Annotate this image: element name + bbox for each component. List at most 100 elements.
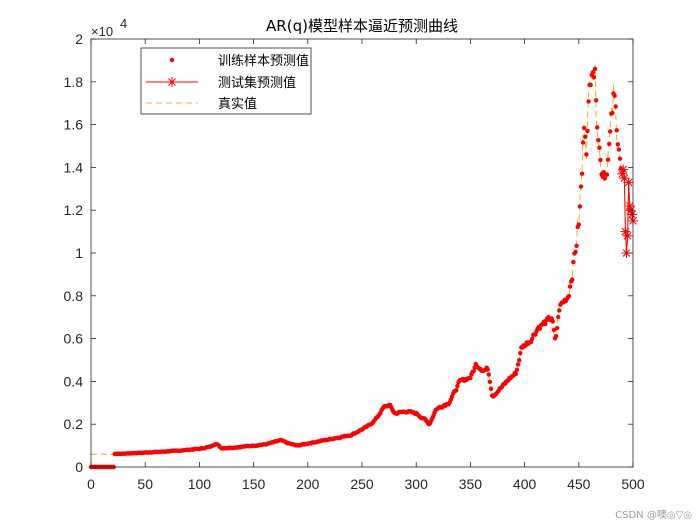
train-point [615, 142, 620, 147]
train-point [517, 358, 522, 363]
train-point [574, 243, 579, 248]
x-tick-label: 400 [513, 476, 537, 492]
train-point [455, 383, 460, 389]
train-point [567, 284, 573, 289]
train-point [597, 145, 602, 150]
train-point [610, 110, 615, 116]
train-point [607, 141, 612, 147]
train-point [550, 319, 555, 324]
train-point [513, 371, 519, 377]
legend-actual-label: 真实值 [218, 96, 257, 112]
train-point [570, 277, 575, 282]
x-tick-label: 350 [459, 476, 483, 492]
y-tick-label: 2 [75, 31, 83, 47]
y-exponent-label: ×10 4 [91, 16, 127, 39]
train-point [573, 249, 578, 255]
x-axis: 0 50 100 150 200 250 300 350 400 450 500 [87, 39, 645, 492]
train-point [514, 367, 520, 372]
train-point [613, 104, 618, 109]
series-test-markers [617, 164, 638, 258]
y-tick-label: 1.2 [64, 202, 84, 218]
train-point [584, 152, 589, 157]
train-point [602, 176, 607, 181]
test-point [621, 248, 632, 258]
train-point [485, 367, 490, 372]
train-point [543, 321, 548, 327]
test-point [626, 209, 637, 220]
y-tick-label: 0.2 [64, 416, 84, 432]
train-point [488, 386, 494, 391]
train-point [576, 222, 581, 227]
train-point [593, 98, 599, 103]
y-tick-label: 0.8 [64, 288, 84, 304]
x-tick-label: 500 [621, 476, 645, 492]
legend: 训练样本预测值 测试集预测值 真实值 [140, 47, 312, 115]
watermark: CSDN @噢◎▽◎ [615, 510, 692, 521]
train-point [486, 372, 491, 377]
x-tick-label: 100 [188, 476, 212, 492]
train-point [471, 369, 476, 374]
train-point [612, 93, 617, 98]
train-point [583, 134, 588, 139]
legend-test-label: 测试集预测值 [218, 75, 296, 91]
train-point [585, 128, 590, 134]
train-point [556, 314, 561, 320]
train-point [598, 157, 603, 163]
train-point [605, 157, 611, 162]
train-point [579, 171, 585, 176]
train-point [528, 339, 534, 345]
train-point [588, 82, 593, 88]
y-tick-label: 1.8 [64, 74, 84, 90]
y-axis: 0 0.2 0.4 0.6 0.8 1 1.2 1.4 1.6 1.8 2 [64, 31, 633, 475]
train-point [604, 172, 610, 177]
train-point [578, 184, 584, 189]
train-point [551, 327, 557, 333]
y-tick-label: 1.6 [64, 117, 84, 133]
legend-train-label: 训练样本预测值 [218, 53, 309, 69]
train-point [530, 336, 535, 341]
train-point [553, 334, 559, 339]
train-point [537, 326, 542, 331]
x-tick-label: 50 [137, 476, 153, 492]
train-point [591, 75, 597, 80]
test-point [618, 164, 629, 175]
train-point [557, 308, 562, 313]
train-point [616, 147, 622, 152]
test-point [622, 230, 633, 241]
train-point [614, 128, 619, 133]
train-point [571, 259, 576, 265]
legend-train-marker [169, 57, 175, 63]
x-tick-label: 300 [405, 476, 429, 492]
train-point [586, 99, 591, 104]
x-tick-label: 150 [242, 476, 266, 492]
y-tick-label: 0.6 [64, 331, 84, 347]
train-point [580, 140, 586, 145]
x-tick-label: 250 [350, 476, 374, 492]
train-point [595, 125, 600, 130]
x-tick-label: 200 [296, 476, 320, 492]
x-tick-label: 0 [87, 476, 95, 492]
train-point [487, 379, 493, 384]
train-point [582, 125, 587, 131]
legend-test-marker [167, 77, 177, 87]
x-tick-label: 450 [567, 476, 591, 492]
exponent-power: 4 [120, 16, 127, 31]
y-tick-label: 1.4 [64, 159, 84, 175]
y-tick-label: 0.4 [64, 373, 84, 389]
train-point [468, 375, 473, 381]
train-point [533, 332, 538, 337]
test-point [623, 177, 634, 188]
exponent-base: ×10 [91, 24, 113, 39]
chart-title: AR(q)模型样本逼近预测曲线 [266, 17, 458, 35]
y-tick-label: 0 [75, 459, 83, 475]
train-point [596, 138, 601, 143]
train-point [566, 294, 572, 299]
train-point [590, 70, 596, 75]
train-point [518, 351, 523, 356]
series-train [88, 66, 624, 470]
train-point [454, 388, 459, 393]
train-point [617, 156, 623, 161]
train-point [515, 362, 521, 367]
train-point [592, 66, 598, 72]
